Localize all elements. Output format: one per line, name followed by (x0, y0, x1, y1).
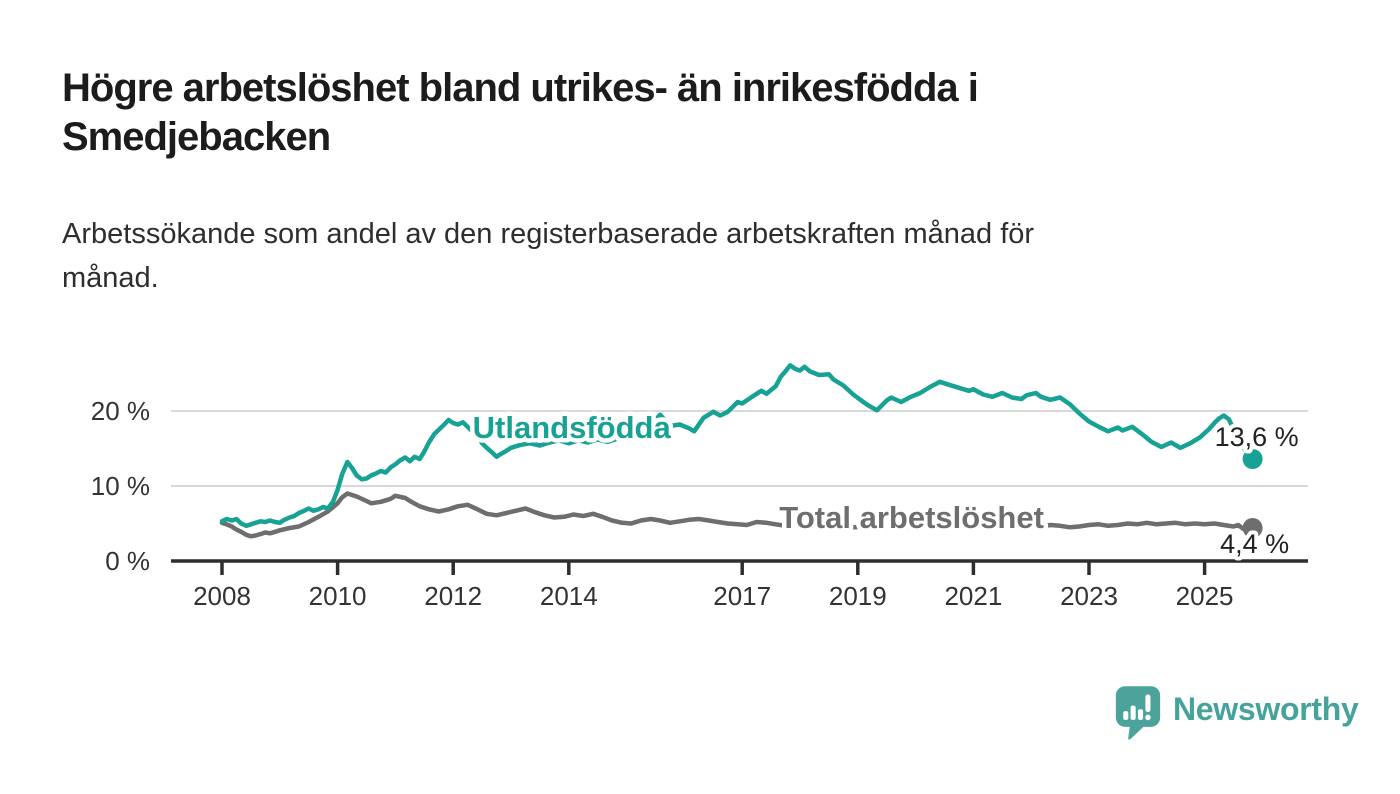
chart-subtitle-line2: månad. (62, 262, 159, 294)
series-line-total-arbetsl-shet (219, 491, 1255, 539)
series-inline-label: Utlandsfödda (473, 410, 672, 445)
series-line-utlandsf-dda (219, 363, 1255, 529)
x-tick-label: 2014 (540, 581, 598, 611)
chart-subtitle: Arbetssökande som andel av den registerb… (62, 212, 1262, 300)
page-title: Högre arbetslöshet bland utrikes- än inr… (62, 64, 1242, 162)
y-tick-label: 20 % (91, 396, 150, 426)
x-tick-label: 2019 (829, 581, 887, 611)
newsworthy-logo: Newsworthy (1114, 684, 1359, 747)
series-inline-label: Total arbetslöshet (779, 500, 1044, 535)
newsworthy-wordmark: Newsworthy (1173, 691, 1359, 727)
page-title-line1: Högre arbetslöshet bland utrikes- än inr… (62, 66, 979, 110)
series-end-value-label: 13,6 % (1215, 422, 1299, 452)
x-tick-label: 2012 (424, 581, 482, 611)
newsworthy-speech-bubble-bar-chart-icon (1114, 684, 1162, 747)
y-tick-label: 10 % (91, 471, 150, 501)
x-tick-label: 2008 (193, 581, 251, 611)
x-tick-label: 2025 (1176, 581, 1234, 611)
series-end-dot (1242, 518, 1263, 538)
series-end-dot (1242, 449, 1263, 469)
page-title-line2: Smedjebacken (62, 115, 331, 159)
x-tick-label: 2021 (944, 581, 1002, 611)
chart-subtitle-line1: Arbetssökande som andel av den registerb… (62, 218, 1035, 250)
x-tick-label: 2010 (309, 581, 367, 611)
x-tick-label: 2017 (713, 581, 771, 611)
y-tick-label: 0 % (105, 546, 150, 576)
series-end-value-label: 4,4 % (1220, 529, 1289, 559)
x-tick-label: 2023 (1060, 581, 1118, 611)
